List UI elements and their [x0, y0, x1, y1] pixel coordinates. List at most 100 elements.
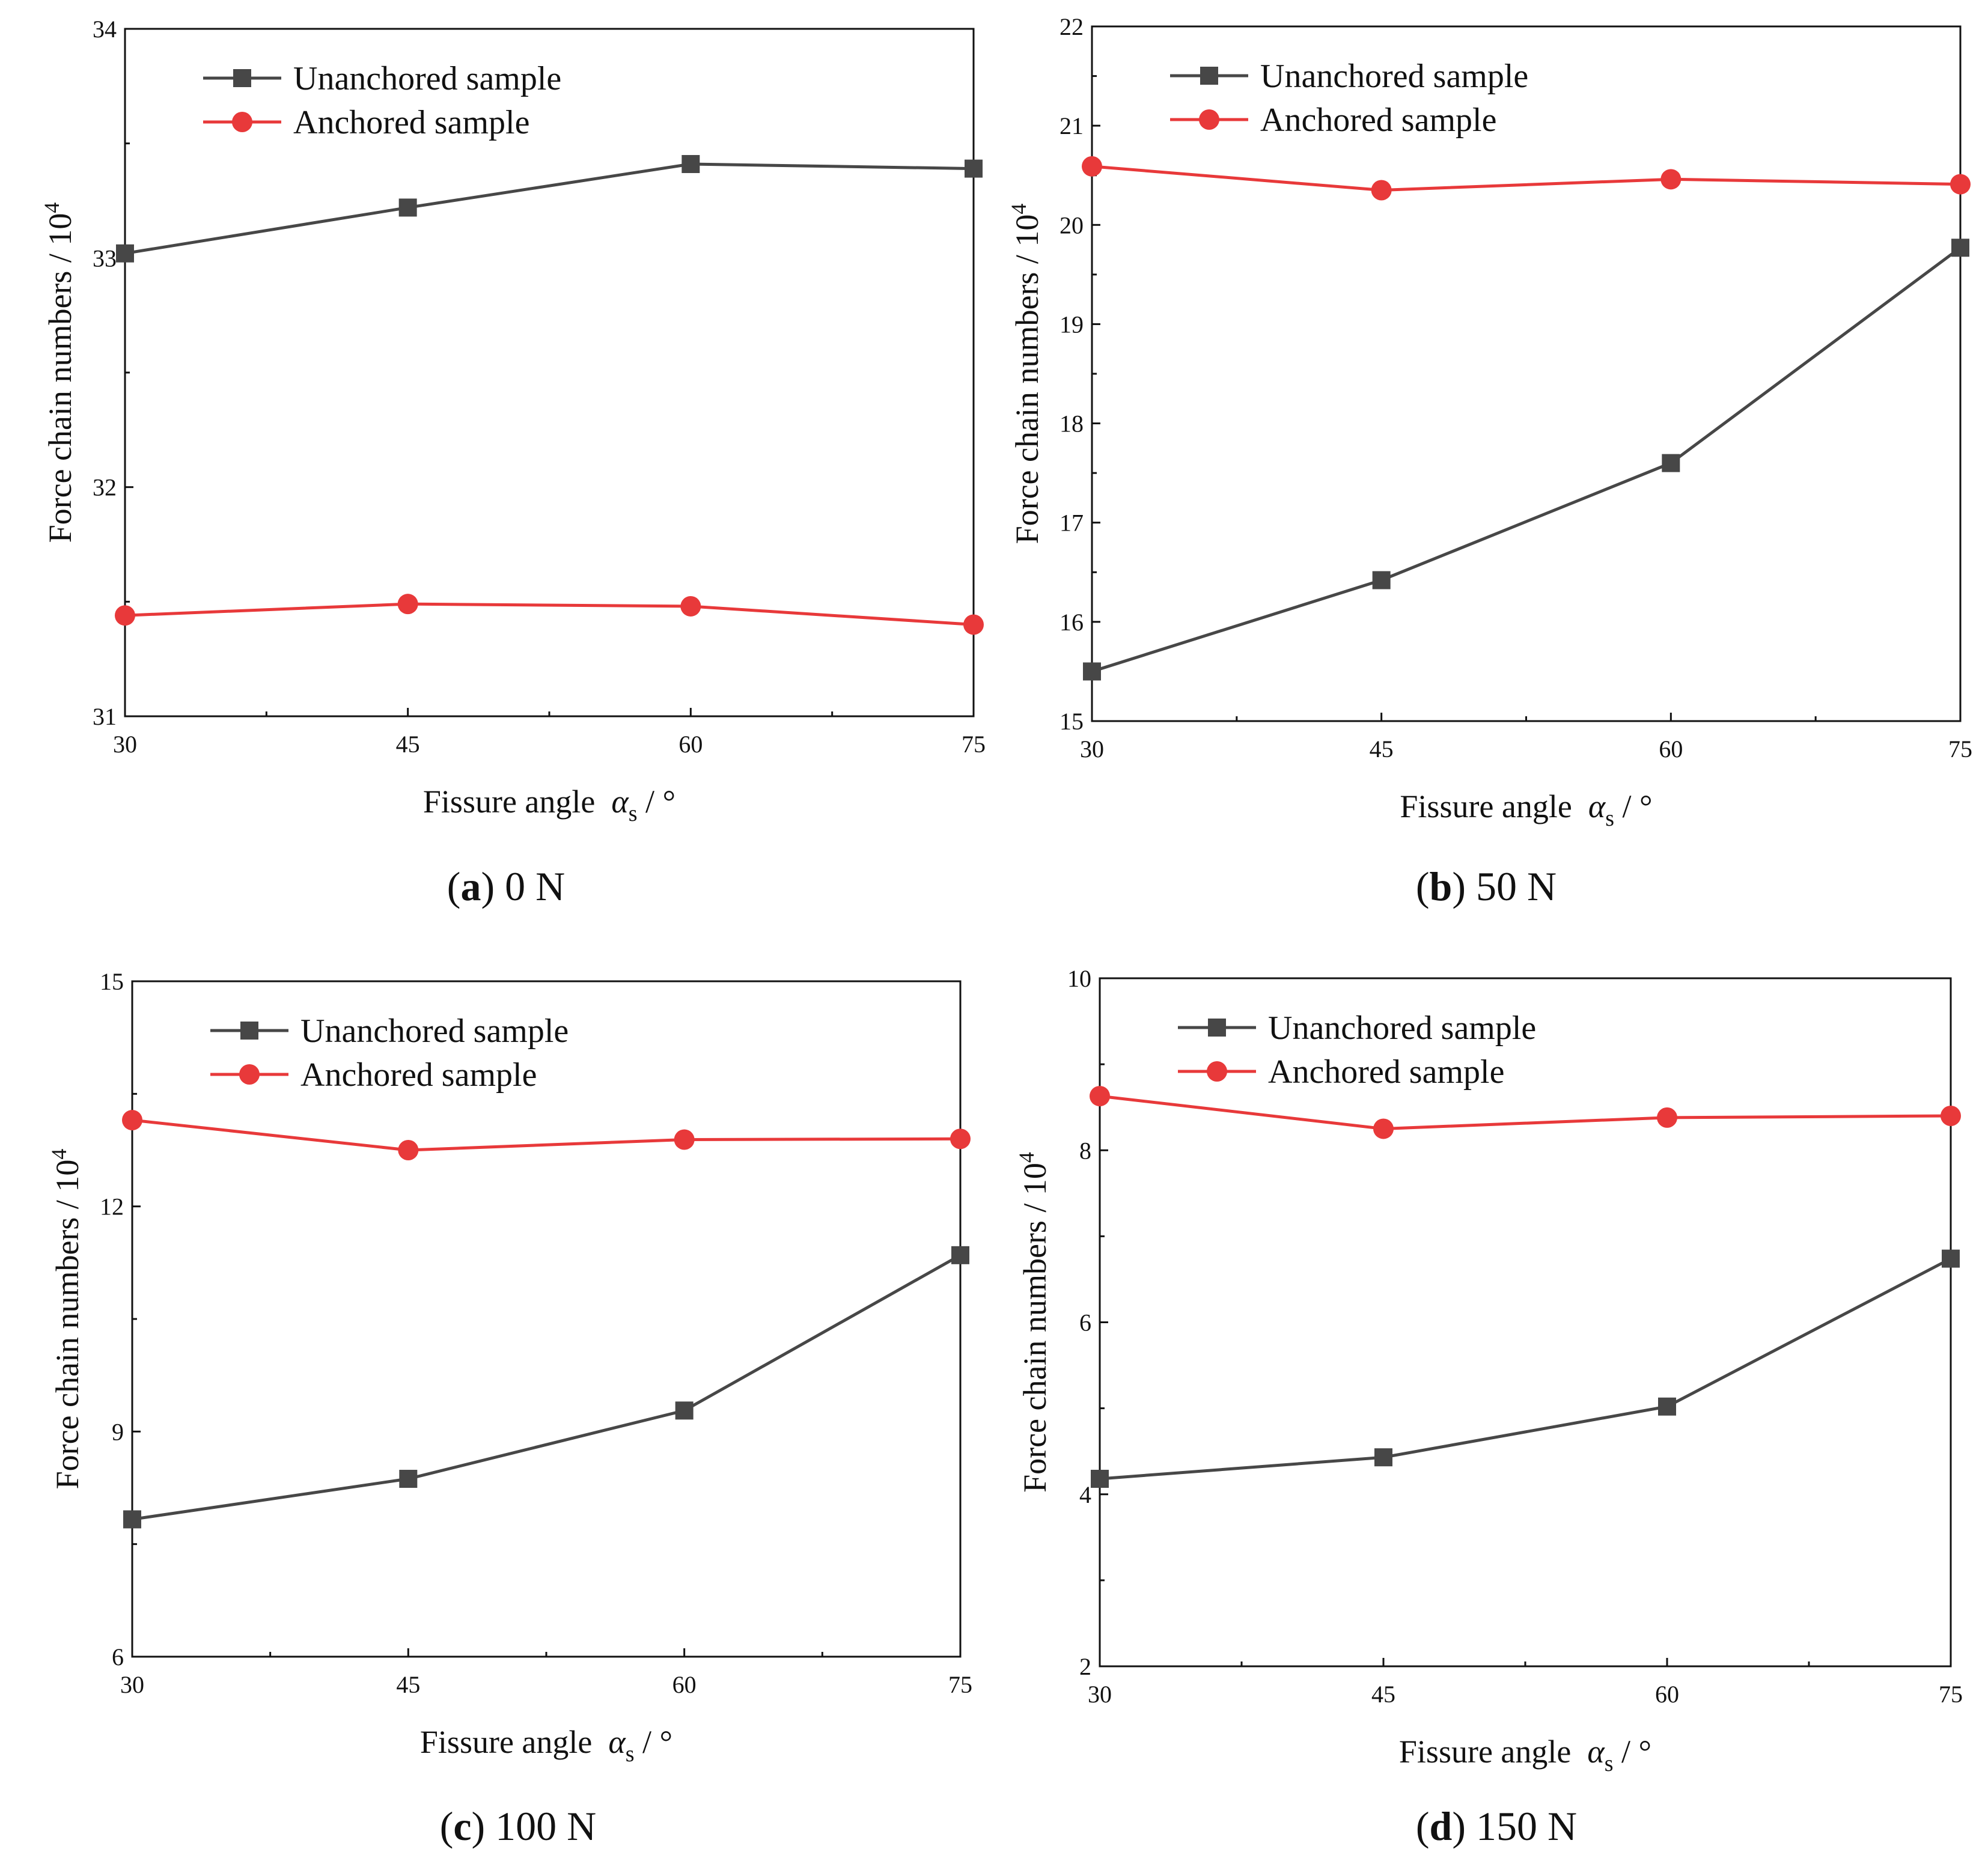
y-tick-label: 2 — [1079, 1653, 1091, 1680]
legend-circle-marker — [239, 1064, 260, 1085]
panel-caption-text: ) 0 N — [481, 863, 565, 909]
x-axis-label-subscript: s — [1605, 806, 1614, 831]
data-point-anchored — [1950, 174, 1971, 195]
data-point-anchored — [1373, 1118, 1394, 1139]
x-tick-label: 60 — [672, 1671, 697, 1698]
x-axis-label-symbol: α — [608, 1724, 626, 1760]
x-tick-label: 30 — [120, 1671, 144, 1698]
y-axis-label-text: Force chain numbers / 10 — [42, 213, 78, 543]
x-axis-label-subscript: s — [626, 1741, 635, 1767]
data-point-anchored — [680, 595, 701, 617]
data-point-unanchored — [1372, 571, 1391, 589]
x-axis-label-text: Fissure angle — [423, 784, 595, 820]
data-point-anchored — [397, 594, 418, 615]
legend-circle-marker — [1207, 1061, 1227, 1082]
panel-caption-text: ) 50 N — [1452, 863, 1557, 909]
y-tick-label: 6 — [112, 1643, 124, 1671]
plot-frame — [1091, 25, 1962, 722]
series-line-unanchored — [132, 1253, 962, 1521]
series-line-anchored — [1091, 165, 1961, 192]
legend-label-unanchored: Unanchored sample — [1260, 58, 1528, 95]
data-point-unanchored — [398, 198, 417, 217]
panel-caption-letter: c — [453, 1803, 471, 1849]
x-axis-label-subscript: s — [629, 801, 638, 826]
data-point-anchored — [1090, 1086, 1110, 1107]
x-axis-label-unit: / ° — [1614, 1734, 1652, 1770]
x-tick-label: 45 — [1370, 736, 1394, 763]
y-axis-label-text: Force chain numbers / 10 — [49, 1160, 85, 1490]
data-point-anchored — [1082, 156, 1102, 177]
legend-label-unanchored: Unanchored sample — [293, 60, 561, 97]
panel-caption-text: ) 150 N — [1452, 1803, 1577, 1849]
data-point-anchored — [115, 605, 135, 626]
series-line-anchored — [132, 1118, 961, 1152]
series-line-unanchored — [1099, 1257, 1952, 1481]
x-tick-label: 30 — [1080, 736, 1104, 763]
x-axis-label-symbol: α — [611, 784, 629, 820]
x-axis-label-unit: / ° — [635, 1724, 673, 1760]
x-tick-label: 75 — [1939, 1681, 1963, 1708]
x-tick-label: 45 — [396, 731, 420, 758]
y-axis-label: Force chain numbers / 104 — [1014, 1152, 1053, 1493]
series-line-anchored — [1099, 1094, 1951, 1130]
data-point-anchored — [950, 1128, 971, 1150]
y-tick-label: 21 — [1060, 112, 1084, 139]
x-axis-label-text: Fissure angle — [1400, 788, 1572, 824]
y-axis-label-text: Force chain numbers / 10 — [1009, 215, 1045, 544]
y-tick-label: 10 — [1067, 965, 1091, 992]
data-point-unanchored — [123, 1510, 141, 1529]
x-tick-label: 30 — [1088, 1681, 1112, 1708]
y-tick-label: 17 — [1060, 510, 1084, 537]
chart-panel-b: 15 16 17 18 19 20 21 22 30 45 60 75 Fissure angle αs… — [1007, 13, 1972, 909]
panel-caption-letter: a — [460, 863, 481, 909]
data-point-anchored — [122, 1110, 142, 1131]
x-axis-label-symbol: α — [1588, 788, 1606, 824]
series-line-unanchored — [1091, 246, 1962, 673]
x-tick-label: 75 — [962, 731, 986, 758]
x-tick-label: 60 — [1659, 736, 1683, 763]
y-tick-label: 16 — [1060, 609, 1084, 636]
data-point-anchored — [674, 1129, 695, 1150]
y-tick-label: 18 — [1060, 410, 1084, 437]
data-point-unanchored — [116, 244, 134, 263]
y-axis-label: Force chain numbers / 104 — [1007, 204, 1045, 544]
legend-square-marker — [240, 1022, 258, 1040]
x-tick-label: 45 — [1371, 1681, 1395, 1708]
chart-panel-d: 2 4 6 8 10 30 45 60 75 Fissure angle αs / ° Force … — [1014, 965, 1963, 1849]
data-point-anchored — [398, 1140, 419, 1160]
data-point-unanchored — [681, 154, 700, 173]
x-tick-label: 75 — [1948, 736, 1972, 763]
x-axis-label: Fissure angle αs / ° — [1400, 788, 1652, 831]
chart-panel-a: 31 32 33 34 30 45 60 75 Fissure angle αs / ° Forc… — [40, 16, 986, 909]
y-tick-label: 6 — [1079, 1309, 1091, 1336]
y-tick-label: 8 — [1079, 1137, 1091, 1164]
data-point-anchored — [1660, 169, 1682, 190]
y-tick-label: 33 — [93, 245, 117, 272]
x-tick-label: 30 — [113, 731, 137, 758]
x-tick-label: 75 — [948, 1671, 972, 1698]
legend-label-unanchored: Unanchored sample — [1268, 1010, 1536, 1047]
x-axis-label: Fissure angle αs / ° — [420, 1724, 672, 1767]
y-tick-label: 19 — [1060, 311, 1084, 338]
data-point-unanchored — [1374, 1448, 1392, 1467]
x-axis-label-text: Fissure angle — [1399, 1734, 1571, 1770]
data-point-unanchored — [1091, 1469, 1109, 1488]
data-point-unanchored — [1662, 454, 1680, 472]
data-point-anchored — [1657, 1107, 1677, 1128]
y-tick-label: 15 — [1060, 708, 1084, 735]
x-tick-label: 60 — [678, 731, 703, 758]
data-point-unanchored — [1942, 1249, 1960, 1268]
panel-caption-letter: d — [1430, 1803, 1453, 1849]
y-axis-label-superscript: 4 — [1014, 1152, 1038, 1163]
panel-caption-text: ) 100 N — [472, 1803, 597, 1849]
y-tick-label: 31 — [93, 703, 117, 730]
y-tick-label: 20 — [1060, 212, 1084, 239]
data-point-unanchored — [1658, 1397, 1676, 1416]
legend-circle-marker — [232, 112, 252, 132]
y-axis-label: Force chain numbers / 104 — [40, 203, 78, 543]
legend-label-anchored: Anchored sample — [293, 104, 529, 141]
data-point-anchored — [1371, 180, 1392, 201]
y-tick-label: 15 — [100, 968, 124, 995]
panel-caption: (d) 150 N — [1416, 1803, 1577, 1849]
